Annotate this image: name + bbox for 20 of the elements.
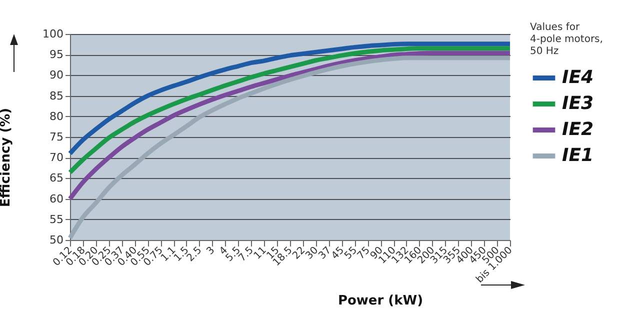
- y-tick-label: 60: [50, 192, 64, 206]
- legend-label: IE4: [562, 67, 594, 88]
- x-axis-title: Power (kW): [338, 294, 424, 308]
- y-tick-label: 50: [50, 234, 64, 246]
- y-tick-label: 55: [50, 212, 64, 226]
- y-tick-label: 70: [50, 151, 64, 164]
- y-tick-label: 90: [50, 68, 64, 82]
- y-tick-label: 95: [50, 48, 64, 62]
- x-tick-label: 3: [204, 244, 218, 258]
- y-tick-label: 65: [50, 172, 64, 185]
- legend-title: Values for 4-pole motors, 50 Hz: [530, 22, 603, 57]
- legend-label: IE2: [562, 119, 594, 140]
- y-tick-label: 80: [50, 110, 64, 123]
- x-tick-label: 37: [316, 244, 334, 262]
- legend-label: IE1: [562, 145, 594, 166]
- y-tick-label: 100: [42, 28, 64, 40]
- y-tick-label: 85: [50, 89, 64, 102]
- y-tick-label: 75: [50, 130, 64, 144]
- x-tick-label: 2.5: [185, 244, 204, 264]
- legend-label: IE3: [562, 93, 594, 114]
